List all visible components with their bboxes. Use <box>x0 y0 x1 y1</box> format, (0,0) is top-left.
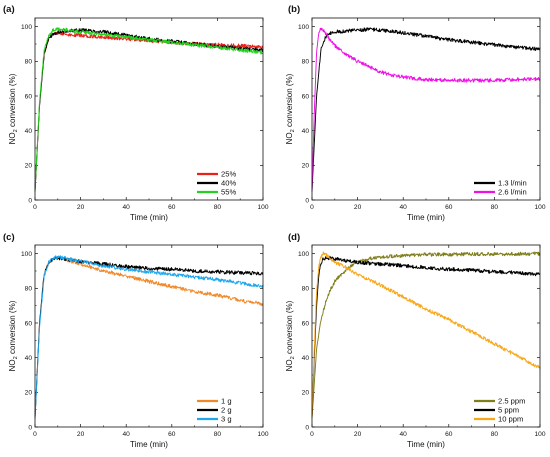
y-axis-title: NO2 conversion (%) <box>285 300 296 371</box>
panel-letter: (c) <box>3 232 15 243</box>
series-line-5-ppm <box>311 255 541 419</box>
plot-frame <box>34 17 264 201</box>
x-tick-label: 20 <box>354 431 362 438</box>
y-tick-label: 0 <box>28 197 32 204</box>
x-tick-label: 60 <box>168 204 176 211</box>
y-axis-title: NO2 conversion (%) <box>8 300 19 371</box>
series-line-1-3-l-min <box>311 27 541 192</box>
x-tick-label: 0 <box>310 431 314 438</box>
legend-label: 2.6 l/min <box>498 188 527 197</box>
x-tick-label: 80 <box>214 204 222 211</box>
legend-label: 25% <box>221 170 236 179</box>
x-tick-label: 40 <box>400 204 408 211</box>
plot-frame <box>311 17 541 201</box>
y-tick-label: 40 <box>25 355 33 362</box>
x-tick-label: 60 <box>168 431 176 438</box>
panel-c: (c) 0 20 40 60 80 100 0 20 40 60 80 100 Time (min) NO2… <box>3 232 269 449</box>
panel-d: (d) 0 20 40 60 80 100 0 20 40 60 80 100 Time (min) NO2… <box>285 232 546 449</box>
panel-letter: (d) <box>288 232 300 243</box>
legend-label: 55% <box>221 188 236 197</box>
y-tick-label: 20 <box>25 390 33 397</box>
x-tick-label: 100 <box>534 431 545 438</box>
legend-label: 1.3 l/min <box>498 179 527 188</box>
legend-label: 2.5 ppm <box>498 397 525 406</box>
series-line-10-ppm <box>311 251 541 419</box>
x-tick-label: 80 <box>491 431 499 438</box>
x-tick-label: 0 <box>33 431 37 438</box>
series-line-2-5-ppm <box>311 251 541 419</box>
y-tick-label: 60 <box>302 320 310 327</box>
x-tick-label: 0 <box>33 204 37 211</box>
y-tick-label: 80 <box>302 59 310 66</box>
y-tick-label: 100 <box>298 251 309 258</box>
y-tick-label: 20 <box>302 163 310 170</box>
panel-a: (a) 0 20 40 60 80 100 0 20 40 60 80 100 Time (min) NO2… <box>3 4 269 222</box>
y-tick-label: 0 <box>305 197 309 204</box>
x-tick-label: 40 <box>123 431 131 438</box>
series-line-2-6-l-min <box>311 27 541 192</box>
legend-label: 40% <box>221 179 236 188</box>
legend-label: 10 ppm <box>498 415 523 424</box>
y-axis-title: NO2 conversion (%) <box>285 73 296 144</box>
y-tick-label: 80 <box>302 286 310 293</box>
x-axis-title: Time (min) <box>130 440 168 449</box>
x-tick-label: 60 <box>445 431 453 438</box>
x-axis-title: Time (min) <box>130 213 168 222</box>
panel-letter: (b) <box>288 4 300 15</box>
panel-letter: (a) <box>3 4 15 15</box>
x-axis-title: Time (min) <box>407 213 445 222</box>
y-tick-label: 0 <box>305 424 309 431</box>
y-tick-label: 40 <box>302 128 310 135</box>
y-tick-label: 60 <box>25 93 33 100</box>
legend-label: 1 g <box>221 397 232 406</box>
plot-frame <box>311 244 541 428</box>
x-tick-label: 20 <box>77 431 85 438</box>
legend-label: 2 g <box>221 406 232 415</box>
x-tick-label: 100 <box>534 204 545 211</box>
y-tick-label: 80 <box>25 59 33 66</box>
y-tick-label: 60 <box>25 320 33 327</box>
y-tick-label: 20 <box>25 163 33 170</box>
series-line-1-g <box>34 256 264 419</box>
y-tick-label: 20 <box>302 390 310 397</box>
plot-frame <box>34 244 264 428</box>
series-line-55- <box>34 27 264 192</box>
y-tick-label: 80 <box>25 286 33 293</box>
y-tick-label: 100 <box>21 24 32 31</box>
y-tick-label: 40 <box>302 355 310 362</box>
x-tick-label: 80 <box>491 204 499 211</box>
panel-b: (b) 0 20 40 60 80 100 0 20 40 60 80 100 Time (min) NO2… <box>285 4 546 222</box>
x-tick-label: 40 <box>400 431 408 438</box>
y-tick-label: 60 <box>302 93 310 100</box>
y-tick-label: 40 <box>25 128 33 135</box>
x-tick-label: 0 <box>310 204 314 211</box>
series-line-3-g <box>34 255 264 418</box>
x-tick-label: 100 <box>257 204 268 211</box>
x-axis-title: Time (min) <box>407 440 445 449</box>
x-tick-label: 40 <box>123 204 131 211</box>
x-tick-label: 20 <box>77 204 85 211</box>
x-tick-label: 80 <box>214 431 222 438</box>
legend-label: 3 g <box>221 415 232 424</box>
legend-label: 5 ppm <box>498 406 519 415</box>
x-tick-label: 100 <box>257 431 268 438</box>
y-tick-label: 0 <box>28 424 32 431</box>
y-tick-label: 100 <box>298 24 309 31</box>
y-axis-title: NO2 conversion (%) <box>8 73 19 144</box>
x-tick-label: 20 <box>354 204 362 211</box>
x-tick-label: 60 <box>445 204 453 211</box>
y-tick-label: 100 <box>21 251 32 258</box>
